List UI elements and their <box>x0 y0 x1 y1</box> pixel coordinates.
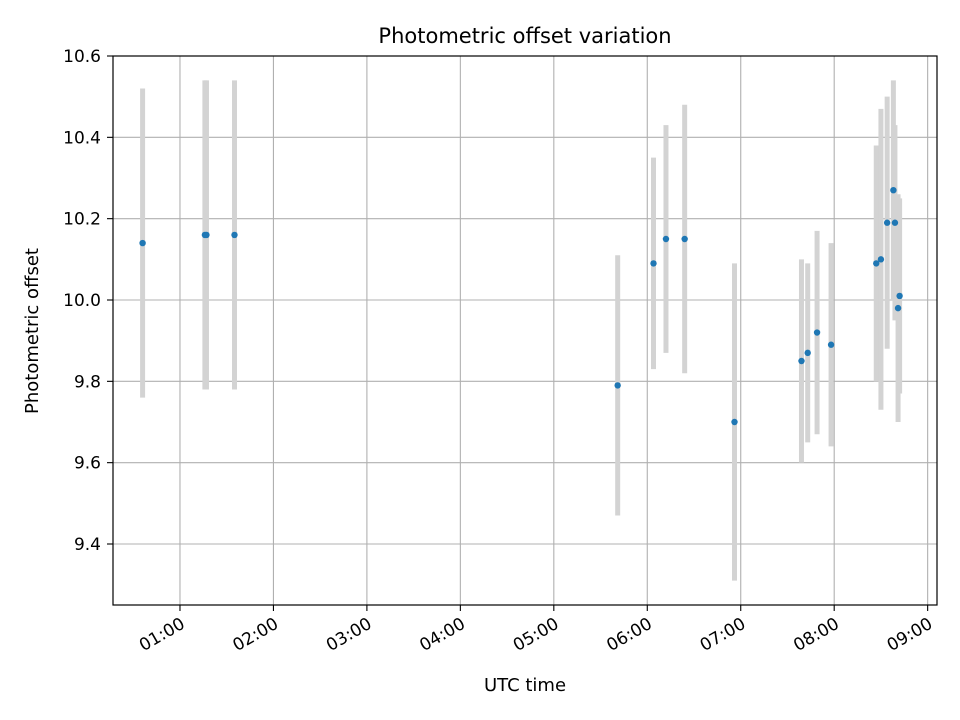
data-point <box>890 187 897 194</box>
data-point <box>883 219 891 226</box>
data-point <box>827 341 835 348</box>
data-point <box>813 329 821 336</box>
data-point <box>681 235 688 243</box>
data-point <box>139 239 146 247</box>
y-tick-label: 9.4 <box>74 535 101 555</box>
chart-title: Photometric offset variation <box>378 24 671 48</box>
y-tick-label: 10.2 <box>63 210 101 230</box>
y-tick-label: 10.4 <box>63 128 101 148</box>
data-point <box>231 231 238 239</box>
data-point <box>804 349 811 357</box>
y-tick-label: 10.6 <box>63 47 101 67</box>
data-points <box>139 187 903 426</box>
y-tick-label: 10.0 <box>63 291 101 311</box>
data-point <box>877 256 885 263</box>
y-tick-label: 9.6 <box>74 454 101 474</box>
data-point <box>896 292 903 300</box>
data-point <box>731 418 738 426</box>
data-point <box>891 219 899 226</box>
y-tick-label: 9.8 <box>74 372 101 392</box>
plot-area-frame <box>112 55 938 606</box>
data-point <box>614 382 621 389</box>
data-point <box>894 304 902 312</box>
y-axis-label: Photometric offset <box>22 248 43 414</box>
x-axis-label: UTC time <box>484 675 566 696</box>
data-point <box>662 235 670 243</box>
data-point <box>203 231 210 239</box>
data-point <box>650 260 657 267</box>
data-point <box>798 357 805 365</box>
data-point <box>873 260 880 267</box>
